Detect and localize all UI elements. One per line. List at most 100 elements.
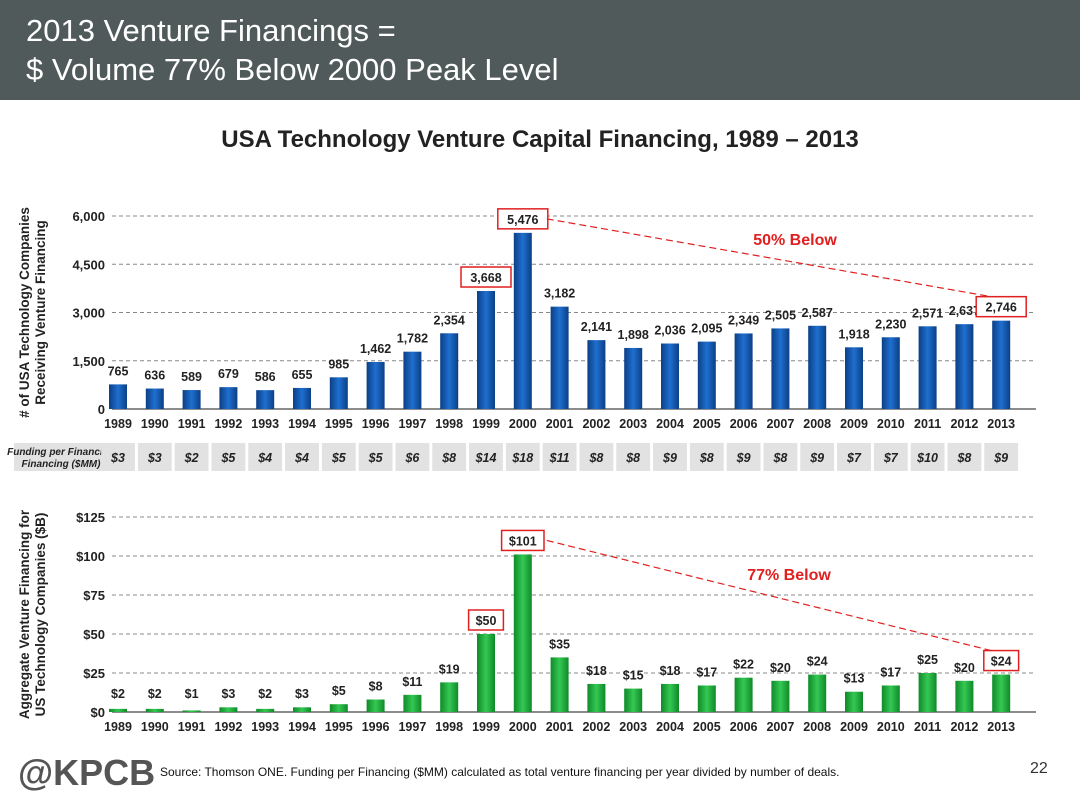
bar [219,387,238,409]
y-tick-label: $75 [83,588,105,603]
charts-canvas: 0 1,500 3,000 4,500 6,000 1989 1990 1991 1992 199… [7,207,1036,734]
band-value: $7 [846,451,862,465]
data-label: 985 [328,357,349,371]
band-value: $14 [475,451,497,465]
slide-header: 2013 Venture Financings = $ Volume 77% B… [0,0,1080,100]
data-label: $17 [696,665,717,679]
x-tick-label: 1993 [251,720,279,734]
band-cell [211,443,246,471]
data-label: 2,571 [912,306,943,320]
band-value: $3 [110,451,125,465]
band-cell [984,443,1019,471]
bar [440,682,459,712]
source-note: Source: Thomson ONE. Funding per Financi… [160,765,840,779]
x-tick-label: 1996 [362,720,390,734]
x-tick-label: 2006 [730,417,758,431]
x-tick-label: 2007 [766,720,794,734]
bar [661,343,679,409]
bar [329,704,348,712]
x-tick-label: 1997 [398,720,426,734]
band-cell [726,443,761,471]
x-tick-label: 1998 [435,720,463,734]
band-label: Financing ($MM) [22,459,102,470]
data-label: $18 [586,664,607,678]
bar [329,377,348,409]
band-cell [174,443,209,471]
data-label: 2,349 [728,313,759,327]
slide-title-line-2: $ Volume 77% Below 2000 Peak Level [26,52,559,87]
data-label: $24 [991,655,1012,669]
x-tick-label: 1992 [214,417,242,431]
x-tick-label: 2007 [766,417,794,431]
band-value: $8 [956,451,971,465]
bar [918,673,937,712]
data-label: 765 [108,364,129,378]
x-tick-label: 1995 [325,417,353,431]
data-label: 3,182 [544,287,575,301]
band-cell [505,443,540,471]
bar [477,634,495,712]
x-tick-label: 2011 [914,417,941,431]
x-tick-label: 1998 [435,417,463,431]
data-label: 679 [218,367,239,381]
bar [734,333,753,409]
bar [182,710,201,712]
band-value: $9 [809,451,824,465]
band-value: $8 [772,451,787,465]
band-cell [542,443,577,471]
x-tick-label: 1996 [362,417,390,431]
highlight-box [975,295,1027,318]
y-axis-title: Aggregate Venture Financing for [17,509,32,719]
x-tick-label: 2012 [950,720,978,734]
band-cell [947,443,982,471]
highlight-box [983,649,1020,672]
data-label: $24 [807,655,828,669]
data-label: $20 [770,661,791,675]
trend-dashed-line [546,218,992,298]
data-label: 2,141 [581,320,612,334]
bar [808,674,827,712]
x-tick-label: 1989 [104,417,132,431]
band-value: $8 [588,451,603,465]
slide-title-line-1: 2013 Venture Financings = [26,13,396,48]
x-tick-label: 2002 [582,720,610,734]
annotation-label: 50% Below [753,232,837,249]
x-tick-label: 2004 [656,720,684,734]
x-tick-label: 2008 [803,417,831,431]
data-label: 1,898 [618,328,649,342]
data-label: $20 [954,661,975,675]
annotation-label: 77% Below [747,567,831,584]
bar [256,708,275,712]
band-cell [395,443,430,471]
bar [513,554,532,712]
x-tick-label: 2006 [730,720,758,734]
bar [992,674,1011,712]
y-tick-label: $50 [83,627,105,642]
bar [697,341,716,409]
bar [293,387,311,409]
aggregate-financing-bar-chart: $0 $25 $50 $75 $100 $125 1989 1990 1991 1992 1993 1… [17,509,1036,734]
bar [182,390,201,409]
bar [477,291,495,409]
page-number: 22 [1030,760,1048,777]
band-value: $4 [294,451,309,465]
band-cell [101,443,135,471]
band-cell [837,443,871,471]
band-value: $18 [511,451,533,465]
band-value: $3 [147,451,162,465]
data-label: 636 [144,369,165,383]
band-value: $11 [549,451,570,465]
band-cell [248,443,283,471]
band-label-cell [14,443,108,471]
x-tick-label: 1997 [398,417,426,431]
y-tick-label: $0 [91,705,105,720]
x-tick-label: 1994 [288,720,316,734]
x-tick-label: 2008 [803,720,831,734]
data-label: 1,918 [838,327,869,341]
data-label: $19 [439,662,460,676]
x-tick-label: 1990 [141,720,169,734]
y-tick-label: 6,000 [72,209,105,224]
band-cell [358,443,393,471]
band-cell [616,443,651,471]
